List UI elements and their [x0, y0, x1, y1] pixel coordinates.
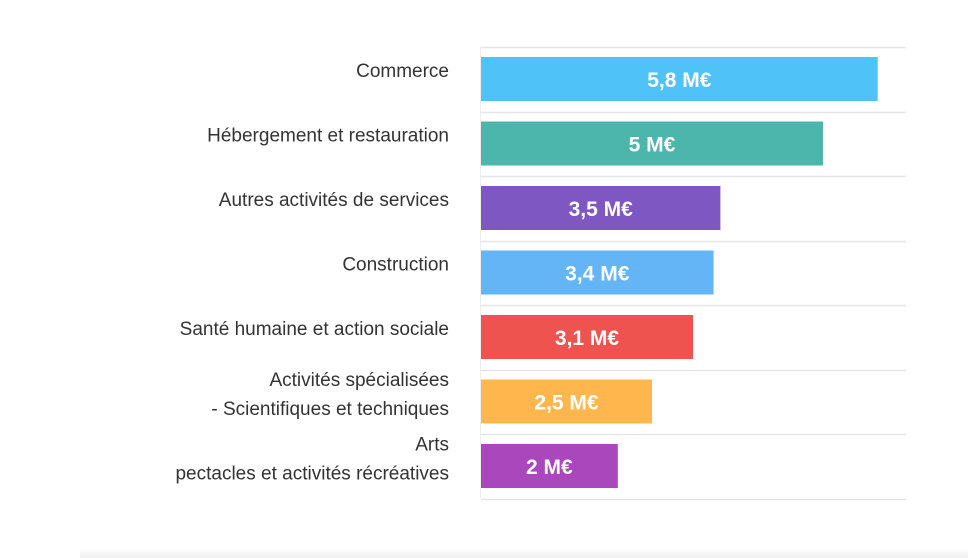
bar-value-label: 2 M€ — [526, 456, 573, 479]
category-label: Activités spécialisées — [269, 370, 449, 391]
bar — [481, 250, 714, 295]
bottom-shade — [80, 548, 968, 558]
bar — [481, 121, 823, 166]
bar-value-label: 2,5 M€ — [534, 392, 599, 415]
bar — [481, 57, 878, 101]
bar — [481, 186, 721, 230]
bar — [481, 315, 694, 359]
category-label: pectacles et activités récréatives — [175, 464, 449, 485]
category-label: Autres activités de services — [219, 190, 449, 211]
category-label: Santé humaine et action sociale — [180, 319, 449, 340]
category-labels: Commerce Hébergement et restauration Autre… — [175, 61, 449, 485]
bar-value-label: 3,5 M€ — [569, 198, 634, 221]
bar — [481, 379, 652, 424]
bar — [481, 444, 618, 488]
bar-value-label: 3,4 M€ — [565, 263, 630, 286]
category-label: Construction — [342, 255, 449, 276]
bar-value-label: 3,1 M€ — [555, 327, 620, 350]
bar-value-label: 5 M€ — [629, 134, 676, 157]
category-label: Arts — [415, 435, 449, 456]
category-label: - Scientifiques et techniques — [211, 399, 449, 420]
grid-lines — [480, 46, 906, 501]
category-label: Commerce — [356, 61, 449, 82]
bars: 5,8 M€ 5 M€ 3,5 M€ 3,4 M€ 3,1 M€ 2,5 M€ 2 M€ — [481, 57, 878, 488]
bar-value-label: 5,8 M€ — [647, 69, 712, 92]
category-label: Hébergement et restauration — [207, 126, 449, 147]
